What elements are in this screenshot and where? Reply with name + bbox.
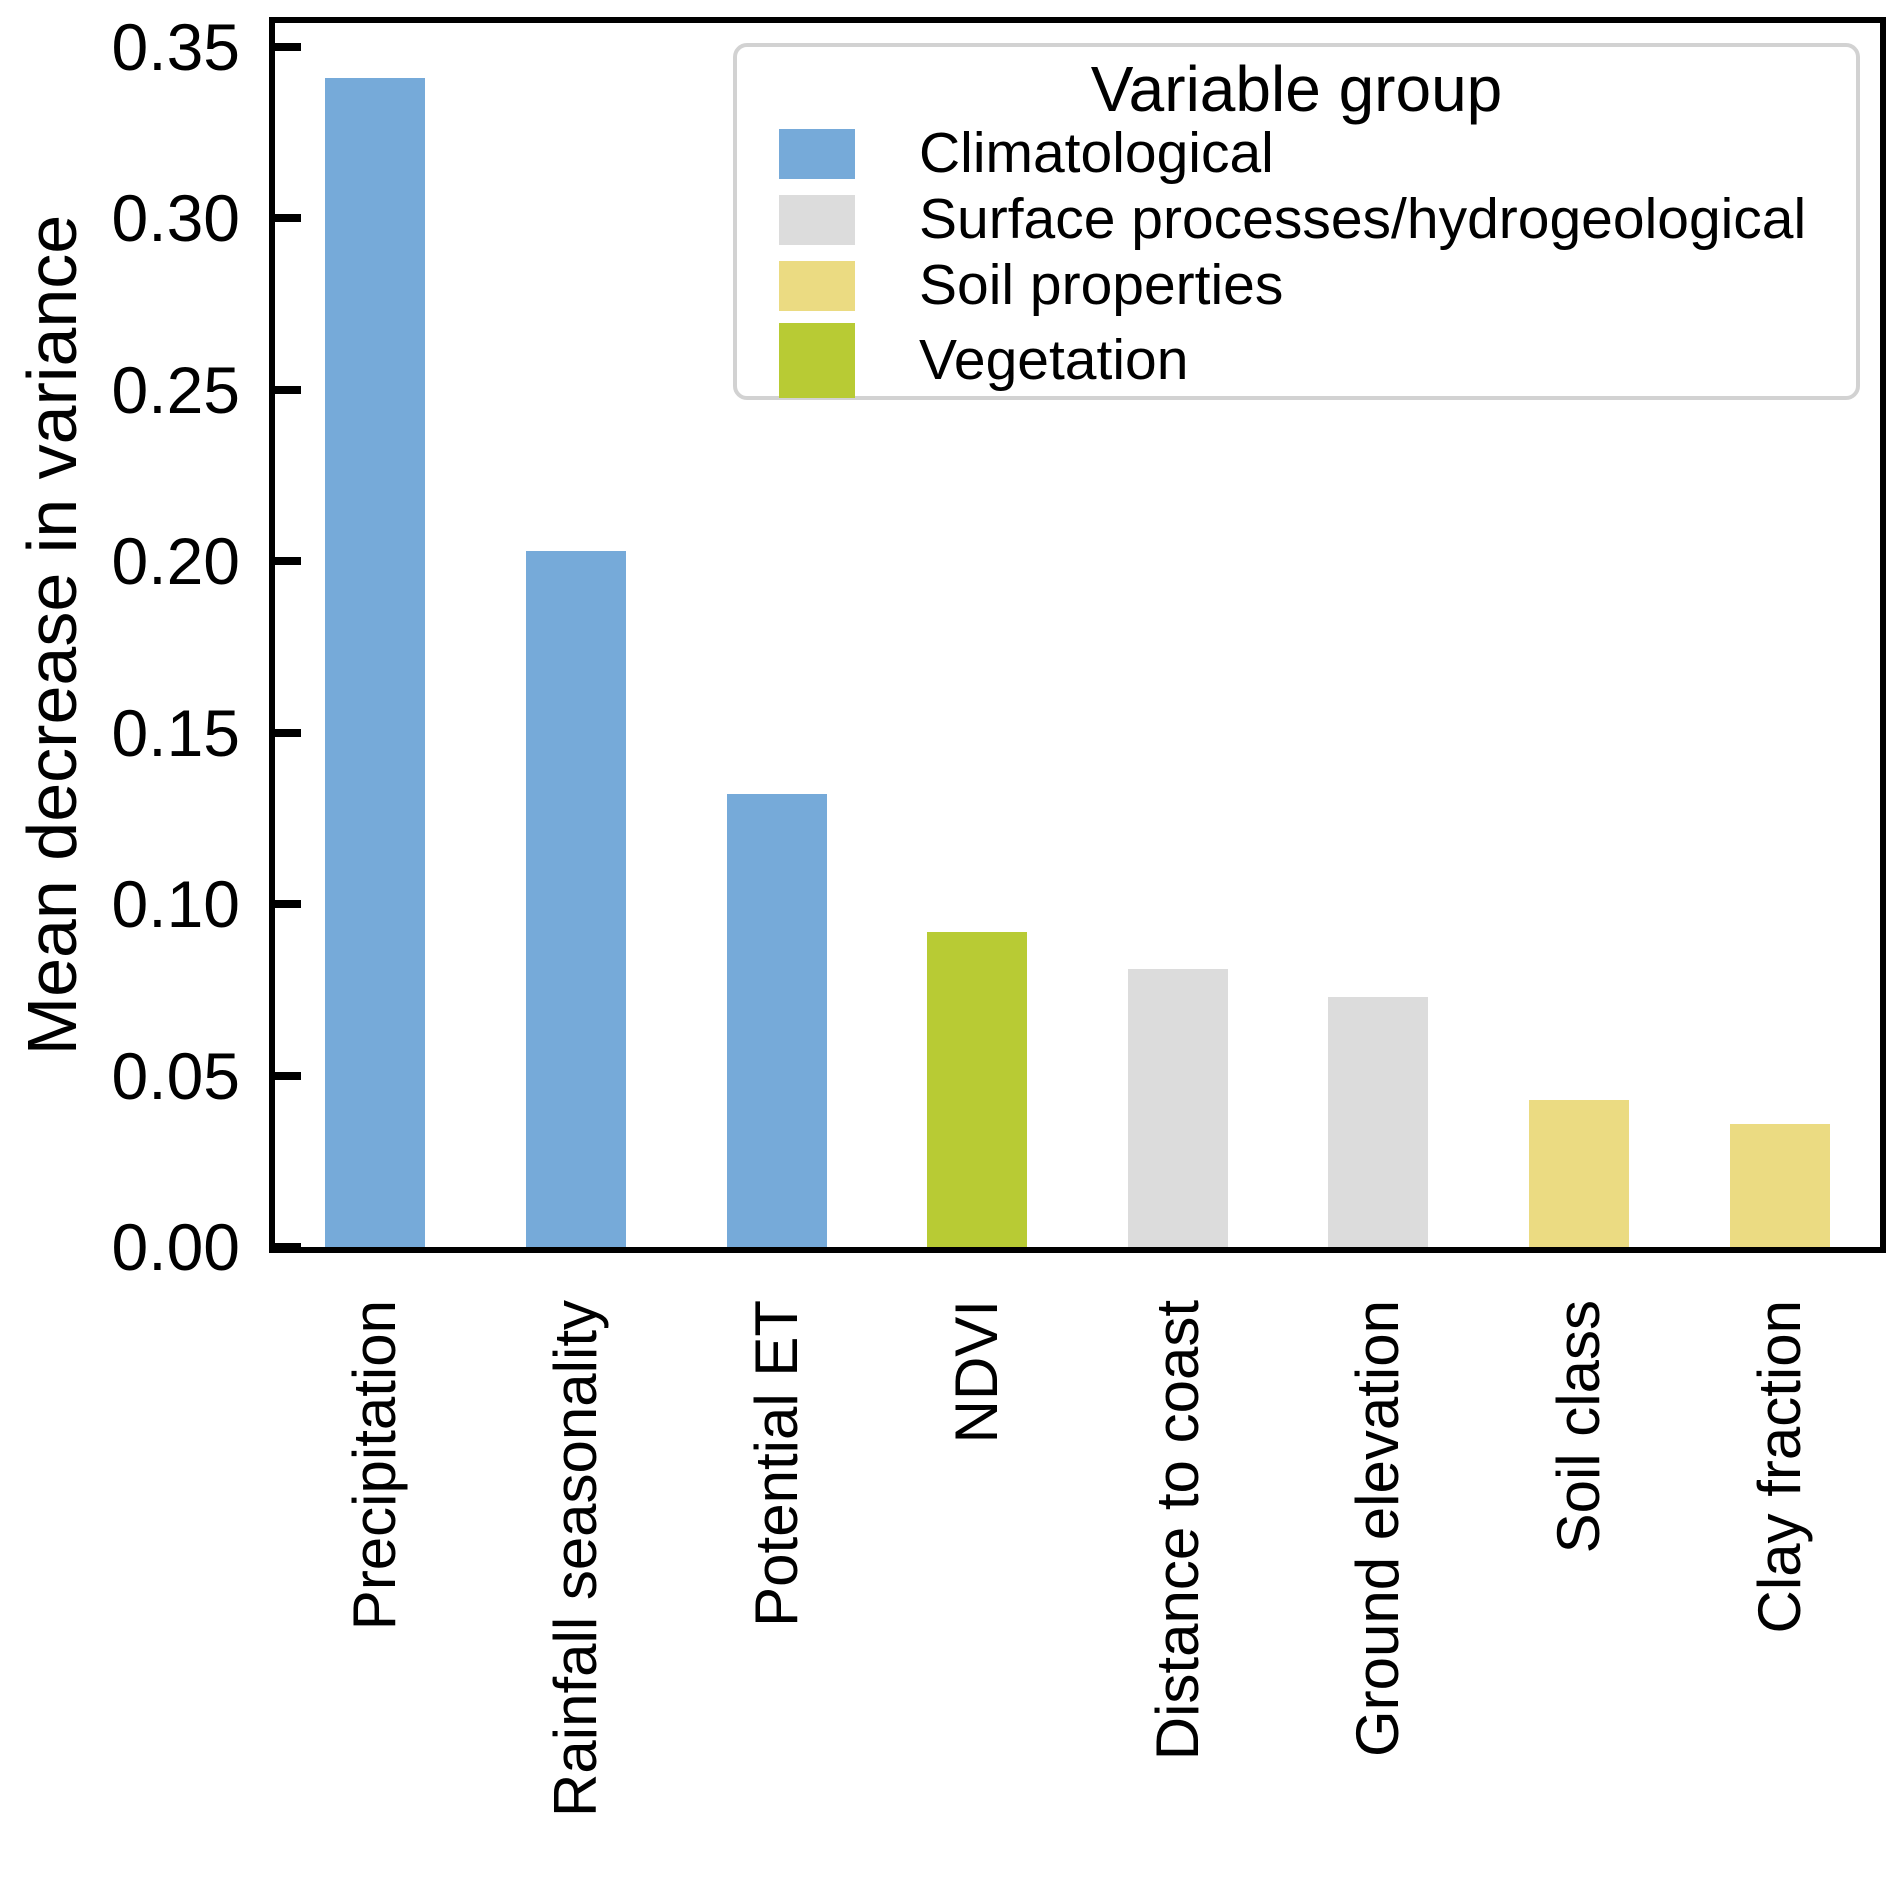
x-tick-label-potential-et: Potential ET [735, 1300, 819, 1627]
x-tick-label-text: Precipitation [341, 1300, 409, 1631]
bar-precipitation [325, 77, 426, 1247]
bar-soil-class [1529, 1099, 1630, 1247]
legend-row-soil-properties: Soil properties [779, 257, 1856, 314]
x-tick-label-ground-elevation: Ground elevation [1336, 1300, 1420, 1757]
y-tick-label: 0.35 [111, 10, 240, 84]
y-tick-mark [275, 214, 301, 223]
legend-swatch [779, 128, 855, 179]
x-tick-label-distance-to-coast: Distance to coast [1136, 1300, 1220, 1760]
y-tick-mark [275, 1071, 301, 1080]
y-tick-label: 0.15 [111, 695, 240, 770]
x-tick-label-text: Soil class [1545, 1300, 1613, 1554]
y-tick-label: 0.20 [111, 524, 240, 599]
y-tick-mark [275, 900, 301, 909]
x-tick-label-ndvi: NDVI [935, 1300, 1019, 1443]
y-tick-label: 0.25 [111, 352, 240, 427]
bar-ground-elevation [1328, 996, 1429, 1247]
legend-swatch [779, 323, 855, 398]
x-tick-label-rainfall-seasonality: Rainfall seasonality [534, 1300, 618, 1817]
x-tick-label-text: Ground elevation [1344, 1300, 1412, 1757]
legend-title: Variable group [1090, 53, 1503, 125]
legend-entries: Climatological Surface processes/hydrogeo… [737, 125, 1856, 398]
x-tick-label-precipitation: Precipitation [333, 1300, 417, 1630]
bar-rainfall-seasonality [525, 551, 626, 1247]
bar-potential-et [726, 794, 827, 1247]
legend-swatch [779, 260, 855, 311]
x-tick-label-text: Potential ET [742, 1300, 810, 1627]
y-tick-label: 0.00 [111, 1210, 240, 1284]
legend-box: Variable group Climatological Surface pro… [733, 43, 1860, 400]
legend-row-climatological: Climatological [779, 125, 1856, 182]
bar-distance-to-coast [1127, 969, 1228, 1247]
y-tick-mark [275, 385, 301, 394]
bar-ndvi [927, 931, 1028, 1247]
legend-label: Soil properties [919, 253, 1284, 317]
y-tick-label: 0.30 [111, 181, 240, 256]
x-tick-label-text: Distance to coast [1143, 1300, 1211, 1761]
y-tick-label: 0.10 [111, 867, 240, 942]
legend-row-surface-processes-hydrogeological: Surface processes/hydrogeological [779, 191, 1856, 248]
y-tick-mark [275, 728, 301, 737]
x-tick-label-text: Rainfall seasonality [541, 1300, 609, 1817]
y-tick-mark [275, 43, 301, 51]
y-tick-mark [275, 557, 301, 566]
x-tick-label-soil-class: Soil class [1537, 1300, 1621, 1553]
legend-row-vegetation: Vegetation [779, 323, 1856, 398]
legend-label: Vegetation [919, 328, 1189, 392]
x-tick-label-text: Clay fraction [1745, 1300, 1813, 1634]
legend-swatch [779, 194, 855, 245]
y-tick-label: 0.05 [111, 1038, 240, 1113]
x-tick-label-text: NDVI [943, 1300, 1011, 1444]
legend-label: Climatological [919, 121, 1274, 185]
x-tick-label-clay-fraction: Clay fraction [1738, 1300, 1822, 1633]
y-tick-mark [275, 1243, 301, 1251]
legend-label: Surface processes/hydrogeological [919, 187, 1807, 251]
bar-clay-fraction [1729, 1123, 1830, 1247]
